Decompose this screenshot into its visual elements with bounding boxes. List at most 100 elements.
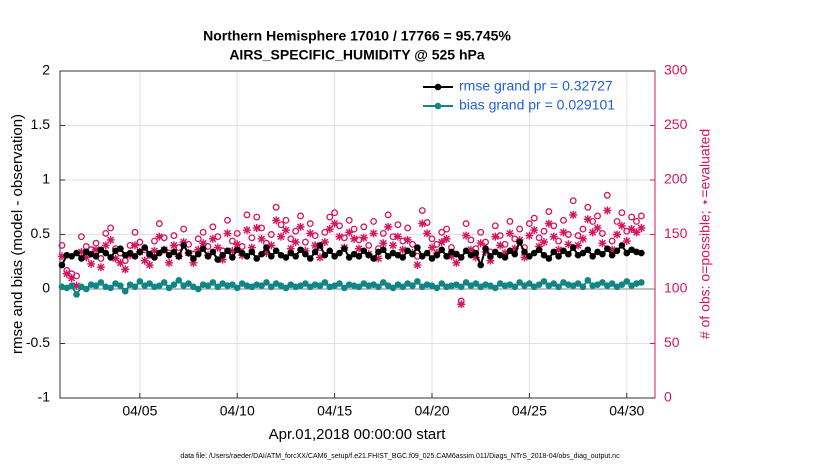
marker xyxy=(622,237,631,246)
marker xyxy=(281,226,290,235)
marker xyxy=(589,252,596,260)
marker xyxy=(457,300,466,309)
marker xyxy=(637,212,645,220)
marker xyxy=(618,242,626,249)
marker xyxy=(141,244,149,251)
marker xyxy=(404,224,412,232)
x-tick-label: 04/30 xyxy=(609,403,644,419)
marker xyxy=(302,280,309,287)
marker xyxy=(165,251,173,259)
marker xyxy=(87,259,96,268)
marker xyxy=(584,203,592,211)
marker xyxy=(102,229,110,237)
marker xyxy=(208,234,217,243)
chart-title: Northern Hemisphere 17010 / 17766 = 95.7… xyxy=(203,28,511,44)
marker xyxy=(628,213,636,221)
marker xyxy=(486,256,495,265)
marker xyxy=(219,251,226,259)
marker xyxy=(593,223,602,232)
x-tick-label: 04/20 xyxy=(414,403,449,419)
marker xyxy=(525,231,534,240)
marker xyxy=(214,256,222,263)
marker xyxy=(311,248,319,256)
marker xyxy=(301,238,309,246)
marker xyxy=(326,213,334,221)
marker xyxy=(452,258,461,267)
marker xyxy=(165,258,174,267)
marker xyxy=(608,280,616,287)
marker xyxy=(598,239,607,248)
marker xyxy=(145,261,154,270)
marker xyxy=(151,254,158,261)
marker xyxy=(477,261,484,269)
marker xyxy=(321,279,329,286)
marker xyxy=(330,219,339,228)
marker xyxy=(545,208,553,216)
marker xyxy=(185,249,192,257)
marker xyxy=(453,250,460,258)
marker xyxy=(516,279,523,286)
marker xyxy=(320,238,329,247)
marker xyxy=(117,282,124,290)
marker xyxy=(398,245,407,254)
marker xyxy=(472,280,480,287)
y2-tick-label: 100 xyxy=(664,280,688,296)
marker xyxy=(438,280,446,287)
marker xyxy=(482,245,489,252)
marker xyxy=(457,283,465,291)
y2-tick-label: 50 xyxy=(664,334,680,350)
marker xyxy=(97,246,105,254)
marker xyxy=(253,213,261,221)
marker xyxy=(399,254,407,261)
marker xyxy=(569,197,577,205)
marker xyxy=(77,247,86,256)
marker xyxy=(287,249,295,257)
marker xyxy=(272,247,280,255)
marker xyxy=(540,251,548,259)
marker xyxy=(491,232,500,241)
marker xyxy=(126,249,134,257)
marker xyxy=(68,282,75,290)
marker xyxy=(623,249,631,257)
marker xyxy=(102,249,110,257)
marker xyxy=(414,244,421,251)
marker xyxy=(96,263,105,272)
marker xyxy=(242,226,251,235)
marker xyxy=(350,234,359,243)
marker xyxy=(544,219,553,228)
marker xyxy=(510,244,519,253)
marker xyxy=(511,283,519,291)
marker xyxy=(384,222,393,231)
marker xyxy=(306,229,315,238)
marker xyxy=(92,252,100,260)
marker xyxy=(608,237,616,245)
marker xyxy=(505,229,514,238)
marker xyxy=(199,245,207,252)
y2-tick-label: 0 xyxy=(664,389,672,405)
marker xyxy=(418,252,426,260)
marker xyxy=(550,248,558,256)
marker xyxy=(258,282,265,290)
marker xyxy=(413,261,422,270)
marker xyxy=(584,276,592,284)
marker xyxy=(107,284,114,292)
marker xyxy=(267,241,276,250)
marker xyxy=(156,282,163,290)
marker xyxy=(379,239,388,248)
marker xyxy=(263,279,270,286)
marker xyxy=(549,232,558,241)
marker xyxy=(325,225,334,234)
marker xyxy=(554,245,563,254)
marker xyxy=(501,249,510,258)
marker xyxy=(457,254,465,261)
marker xyxy=(155,220,163,228)
marker xyxy=(272,203,280,211)
marker xyxy=(491,248,499,256)
marker xyxy=(170,281,178,288)
chart-subtitle: AIRS_SPECIFIC_HUMIDITY @ 525 hPa xyxy=(229,47,485,63)
marker xyxy=(574,280,582,287)
marker xyxy=(336,280,343,287)
marker xyxy=(434,102,442,110)
marker xyxy=(92,245,101,254)
y2-tick-label: 250 xyxy=(664,116,688,132)
